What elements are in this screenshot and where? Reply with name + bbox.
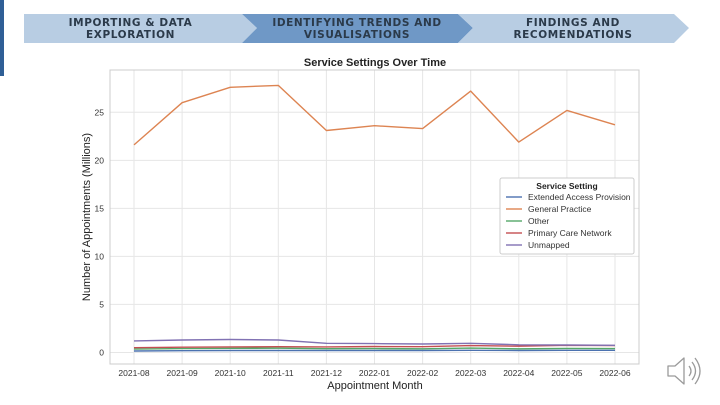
series-layer <box>133 84 616 352</box>
x-tick-label: 2022-06 <box>599 368 630 378</box>
series-line-extended-access-provision <box>133 349 615 352</box>
x-tick-label: 2022-02 <box>407 368 438 378</box>
x-tick-label: 2021-08 <box>118 368 149 378</box>
left-accent-bar <box>0 0 4 76</box>
step-shape-findings[interactable] <box>458 14 689 43</box>
series-line-primary-care-network <box>133 344 616 349</box>
y-tick-label: 10 <box>95 251 105 261</box>
series-line-other <box>133 347 616 350</box>
legend-entry: Other <box>528 216 549 226</box>
progress-stepper: IMPORTING & DATA EXPLORATION IDENTIFYING… <box>0 0 720 60</box>
x-tick-label: 2021-10 <box>215 368 246 378</box>
x-tick-label: 2022-03 <box>455 368 486 378</box>
series-line-unmapped <box>133 338 616 346</box>
x-tick-label: 2022-04 <box>503 368 534 378</box>
x-tick-label: 2021-09 <box>166 368 197 378</box>
legend-entry: General Practice <box>528 204 592 214</box>
x-tick-label: 2021-11 <box>263 368 294 378</box>
legend: Service Setting Extended Access Provisio… <box>499 177 635 255</box>
step-label-trends[interactable]: IDENTIFYING TRENDS AND VISUALISATIONS <box>272 17 442 41</box>
chart-title: Service Settings Over Time <box>304 57 446 69</box>
legend-entry: Primary Care Network <box>528 228 612 238</box>
x-tick-label: 2022-05 <box>551 368 582 378</box>
x-tick-label: 2022-01 <box>359 368 390 378</box>
y-tick-label: 15 <box>95 203 105 213</box>
step-shape-importing[interactable] <box>24 14 257 43</box>
legend-box <box>499 177 635 255</box>
step-label-importing[interactable]: IMPORTING & DATA EXPLORATION <box>68 17 193 41</box>
legend-entry: Unmapped <box>528 240 570 250</box>
legend-title: Service Setting <box>536 181 597 191</box>
y-axis-label: Number of Appointments (Millions) <box>81 133 93 301</box>
legend-entry: Extended Access Provision <box>528 192 631 202</box>
series-line-general-practice <box>133 84 616 146</box>
y-tick-label: 5 <box>99 299 104 309</box>
x-axis-label: Appointment Month <box>327 380 422 392</box>
plot-frame <box>109 69 640 365</box>
stepper-shapes <box>24 14 689 43</box>
speaker-icon[interactable] <box>664 352 708 390</box>
y-tick-label: 0 <box>99 347 104 357</box>
x-tick-label: 2021-12 <box>311 368 342 378</box>
y-tick-label: 25 <box>95 107 105 117</box>
y-tick-label: 20 <box>95 155 105 165</box>
tick-label-layer: 2021-08 2021-09 2021-10 2021-11 2021-12 2022-… <box>95 107 631 378</box>
step-shape-trends[interactable] <box>242 14 473 43</box>
step-label-findings[interactable]: FINDINGS AND RECOMENDATIONS <box>513 17 633 41</box>
